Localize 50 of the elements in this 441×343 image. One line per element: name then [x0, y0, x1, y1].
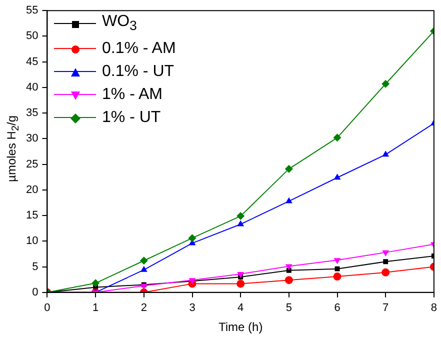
y-tick-label: 25 — [26, 158, 38, 170]
y-tick-label: 10 — [26, 235, 38, 248]
point — [334, 266, 340, 272]
legend-label: 0.1% - UT — [102, 62, 174, 82]
point — [285, 264, 292, 270]
x-tick-label: 3 — [189, 302, 196, 314]
point — [285, 197, 292, 204]
point — [237, 220, 244, 226]
point — [92, 279, 100, 288]
y-tick-label: 0 — [32, 286, 38, 298]
x-tick-label: 6 — [334, 302, 340, 314]
y-tick-label: 15 — [26, 210, 38, 222]
point — [334, 174, 341, 180]
point — [382, 150, 390, 157]
y-tick-label: 30 — [26, 132, 38, 145]
y-tick-label: 5 — [32, 260, 38, 273]
point — [382, 268, 390, 276]
legend-label: 1% - UT — [102, 108, 161, 128]
y-tick-label: 55 — [26, 4, 38, 17]
x-tick-label: 8 — [430, 302, 438, 314]
point — [140, 284, 148, 290]
point — [140, 266, 148, 272]
legend-label: 1% - AM — [102, 85, 162, 106]
point — [333, 134, 342, 142]
x-tick-label: 7 — [382, 302, 389, 314]
x-tick-label: 1 — [92, 302, 99, 314]
x-tick-label: 4 — [238, 302, 244, 314]
point — [334, 258, 341, 264]
y-tick-label: 45 — [26, 56, 38, 68]
legend-label: 0.1% - AM — [102, 39, 176, 60]
point — [236, 280, 245, 288]
x-tick-label: 0 — [44, 302, 50, 314]
y-tick-label: 20 — [26, 184, 38, 196]
y-tick-label: 35 — [26, 107, 38, 120]
point — [383, 259, 388, 264]
y-tick-label: 50 — [26, 30, 38, 42]
legend-label: WO$_{3}$ — [102, 12, 137, 36]
point — [382, 250, 390, 256]
point — [140, 256, 148, 265]
point — [382, 80, 390, 88]
point — [284, 276, 293, 284]
point — [188, 234, 196, 242]
x-axis-title: Time (h) — [218, 320, 263, 334]
y-tick-label: 40 — [26, 81, 38, 94]
x-tick-label: 2 — [140, 302, 147, 314]
point — [237, 272, 244, 278]
point — [284, 164, 293, 173]
point — [333, 272, 342, 281]
point — [236, 212, 245, 220]
x-tick-label: 5 — [286, 302, 292, 314]
